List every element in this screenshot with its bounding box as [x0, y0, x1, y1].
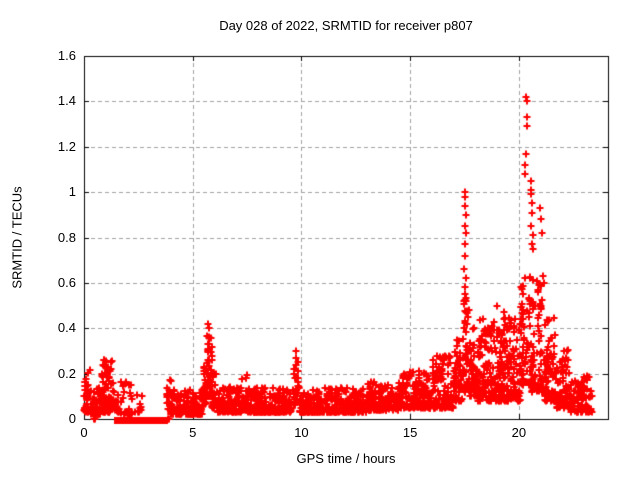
x-tick-label: 15 [402, 425, 418, 440]
y-tick-label: 1.4 [57, 93, 76, 109]
chart-title: Day 028 of 2022, SRMTID for receiver p80… [219, 18, 473, 33]
y-axis-label-container: SRMTID / TECUs [0, 56, 34, 419]
x-axis-label: GPS time / hours [296, 451, 396, 466]
y-tick-label: 0.4 [57, 320, 76, 336]
y-tick-label: 1 [68, 184, 76, 200]
y-tick-label: 0.6 [57, 274, 76, 290]
x-tick-label: 20 [511, 425, 527, 440]
y-axis-label: SRMTID / TECUs [9, 186, 25, 289]
y-tick-label: 0.2 [57, 365, 76, 381]
y-tick-label: 1.6 [57, 48, 76, 63]
x-tick-label: 10 [294, 425, 309, 440]
x-tick-label: 5 [189, 425, 197, 440]
y-tick-label: 0 [68, 411, 76, 426]
y-tick-label: 1.2 [57, 138, 76, 154]
x-tick-label: 0 [80, 425, 88, 440]
y-tick-label: 0.8 [57, 229, 76, 245]
